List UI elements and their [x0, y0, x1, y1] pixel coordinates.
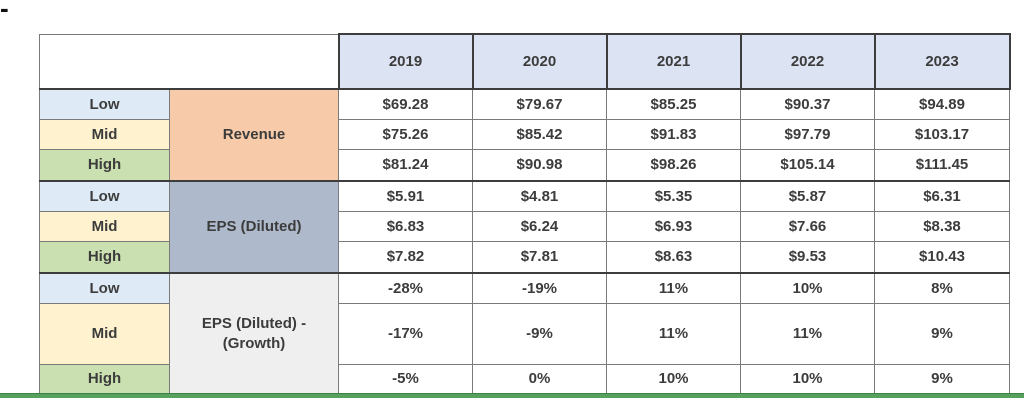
table-row: High $7.82 $7.81 $8.63 $9.53 $10.43 [39, 240, 1010, 274]
scenario-label-low: Low [39, 272, 170, 304]
value-cell: $7.81 [472, 240, 607, 274]
value-cell: -9% [472, 302, 607, 365]
value-cell: -5% [338, 363, 473, 395]
value-cell: 11% [740, 302, 875, 365]
scenario-label-low: Low [39, 180, 170, 212]
value-cell: $90.98 [472, 148, 607, 182]
value-cell: 10% [606, 363, 741, 395]
value-cell: $6.83 [338, 210, 473, 242]
value-cell: $6.24 [472, 210, 607, 242]
value-cell: $8.63 [606, 240, 741, 274]
year-header-2021: 2021 [605, 33, 742, 90]
value-cell: 9% [874, 302, 1010, 365]
value-cell: $4.81 [472, 180, 607, 212]
stray-dash-mark: - [0, 0, 9, 23]
value-cell: $105.14 [740, 148, 875, 182]
value-cell: $90.37 [740, 88, 875, 120]
value-cell: $91.83 [606, 118, 741, 150]
value-cell: 0% [472, 363, 607, 395]
value-cell: $85.42 [472, 118, 607, 150]
value-cell: $85.25 [606, 88, 741, 120]
scenario-label-mid: Mid [39, 210, 170, 242]
year-header-row: 2019 2020 2021 2022 2023 [39, 33, 1011, 90]
value-cell: $8.38 [874, 210, 1010, 242]
value-cell: -17% [338, 302, 473, 365]
value-cell: $98.26 [606, 148, 741, 182]
value-cell: $97.79 [740, 118, 875, 150]
scenario-label-mid: Mid [39, 302, 170, 365]
green-bottom-rule [0, 393, 1024, 398]
value-cell: $10.43 [874, 240, 1010, 274]
value-cell: $6.31 [874, 180, 1010, 212]
year-header-2023: 2023 [873, 33, 1011, 90]
value-cell: $81.24 [338, 148, 473, 182]
value-cell: $5.91 [338, 180, 473, 212]
scenario-label-high: High [39, 363, 170, 395]
value-cell: $6.93 [606, 210, 741, 242]
value-cell: $75.26 [338, 118, 473, 150]
value-cell: $7.66 [740, 210, 875, 242]
metric-label-eps-growth: EPS (Diluted) - (Growth) [169, 272, 339, 395]
financial-projection-table: 2019 2020 2021 2022 2023 Low Revenue $69… [39, 33, 1011, 395]
year-header-2022: 2022 [739, 33, 876, 90]
year-header-2020: 2020 [471, 33, 608, 90]
value-cell: $103.17 [874, 118, 1010, 150]
value-cell: $69.28 [338, 88, 473, 120]
scenario-label-low: Low [39, 88, 170, 120]
metric-label-revenue: Revenue [169, 88, 339, 182]
value-cell: $9.53 [740, 240, 875, 274]
scenario-label-high: High [39, 148, 170, 182]
table-row: Low EPS (Diluted) $5.91 $4.81 $5.35 $5.8… [39, 180, 1010, 274]
value-cell: $111.45 [874, 148, 1010, 182]
table-row: Mid $6.83 $6.24 $6.93 $7.66 $8.38 [39, 210, 1010, 242]
value-cell: 10% [740, 363, 875, 395]
scenario-label-high: High [39, 240, 170, 274]
value-cell: 8% [874, 272, 1010, 304]
value-cell: 11% [606, 272, 741, 304]
table-row: High -5% 0% 10% 10% 9% [39, 363, 1010, 395]
value-cell: $5.87 [740, 180, 875, 212]
table-row: Mid $75.26 $85.42 $91.83 $97.79 $103.17 [39, 118, 1010, 150]
header-spacer [39, 33, 339, 90]
value-cell: $7.82 [338, 240, 473, 274]
value-cell: -19% [472, 272, 607, 304]
scenario-label-mid: Mid [39, 118, 170, 150]
year-header-2019: 2019 [337, 33, 474, 90]
value-cell: $94.89 [874, 88, 1010, 120]
value-cell: $5.35 [606, 180, 741, 212]
metric-label-eps-diluted: EPS (Diluted) [169, 180, 339, 274]
value-cell: 11% [606, 302, 741, 365]
table-row: High $81.24 $90.98 $98.26 $105.14 $111.4… [39, 148, 1010, 182]
value-cell: 10% [740, 272, 875, 304]
table-row: Low EPS (Diluted) - (Growth) -28% -19% 1… [39, 272, 1010, 395]
value-cell: $79.67 [472, 88, 607, 120]
value-cell: 9% [874, 363, 1010, 395]
value-cell: -28% [338, 272, 473, 304]
table-row: Mid -17% -9% 11% 11% 9% [39, 302, 1010, 365]
table-row: Low Revenue $69.28 $79.67 $85.25 $90.37 … [39, 88, 1010, 182]
